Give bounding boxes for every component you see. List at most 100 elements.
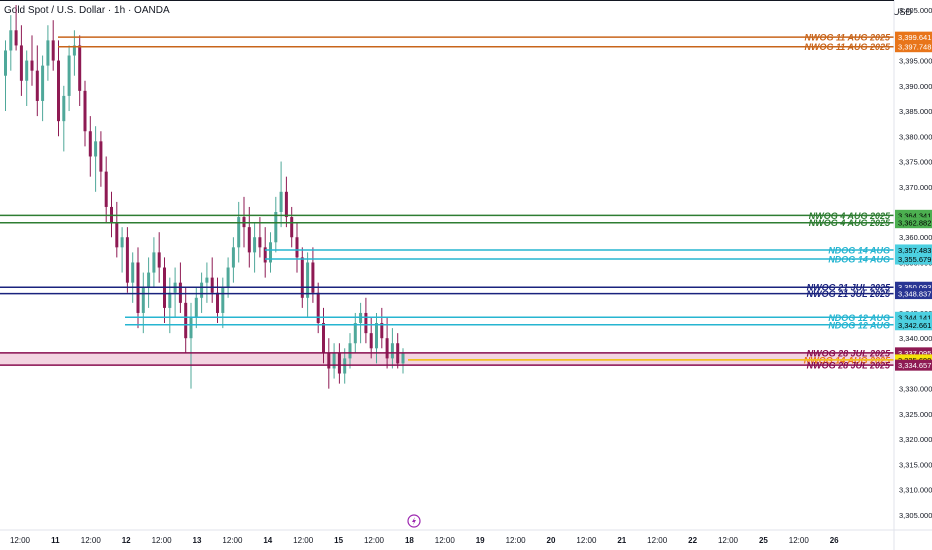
price-tag: 3,342.661 xyxy=(895,319,932,331)
candle xyxy=(364,297,368,344)
svg-text:3,355.679: 3,355.679 xyxy=(898,255,931,264)
x-tick-label: 20 xyxy=(547,536,556,545)
svg-text:3,364.341: 3,364.341 xyxy=(898,211,931,220)
candle xyxy=(401,348,405,374)
x-tick-label: 26 xyxy=(830,536,839,545)
price-tag: 3,357.483 xyxy=(895,244,932,256)
candle xyxy=(205,262,209,303)
time-axis[interactable]: 12:00 11 12:00 12 12:00 13 12:00 14 12:00 15 12:00… xyxy=(10,536,839,545)
candle xyxy=(25,50,29,106)
x-tick-label: 12:00 xyxy=(647,536,668,545)
x-tick-label: 12:00 xyxy=(10,536,31,545)
level-label: NWOG 4 AUG 2025 xyxy=(809,218,891,228)
candle xyxy=(375,312,378,364)
candle xyxy=(263,227,267,278)
lightning-icon[interactable] xyxy=(407,514,421,528)
y-tick-label: 3,395.000 xyxy=(899,57,932,66)
x-tick-label: 12:00 xyxy=(576,536,597,545)
level-9: NDOG 12 AUG xyxy=(125,320,894,330)
y-tick-label: 3,325.000 xyxy=(899,410,932,419)
candle xyxy=(4,40,7,112)
candle xyxy=(189,302,193,389)
y-tick-label: 3,315.000 xyxy=(899,460,932,469)
candle xyxy=(247,206,251,268)
candle xyxy=(67,45,71,112)
price-tag: 3,350.093 xyxy=(895,281,932,293)
x-tick-label: 18 xyxy=(405,536,414,545)
candle xyxy=(173,267,177,318)
candle xyxy=(30,35,34,86)
candle xyxy=(385,318,389,369)
candle xyxy=(104,156,108,223)
candle xyxy=(120,227,124,273)
svg-text:3,342.661: 3,342.661 xyxy=(898,321,931,330)
candle xyxy=(353,312,357,354)
level-4: NDOG 14 AUG xyxy=(265,245,894,255)
price-tag: 3,397.748 xyxy=(895,41,932,53)
level-label: NWOG 21 JUL 2025 xyxy=(807,289,891,299)
svg-text:3,337.095: 3,337.095 xyxy=(898,349,931,358)
candle xyxy=(337,343,341,384)
level-label: NDOG 12 AUG xyxy=(828,313,890,323)
x-tick-label: 12 xyxy=(122,536,131,545)
candle xyxy=(311,247,315,303)
level-label: NDOG 12 AUG xyxy=(828,320,890,330)
candle xyxy=(359,302,363,344)
candle xyxy=(284,176,288,228)
level-1: NWOG 11 AUG 2025 xyxy=(58,42,894,52)
candle xyxy=(94,126,98,192)
price-tag: 3,399.641 xyxy=(895,31,932,43)
x-tick-label: 11 xyxy=(51,536,60,545)
candle xyxy=(295,222,299,273)
x-tick-label: 14 xyxy=(263,536,272,545)
svg-text:3,344.141: 3,344.141 xyxy=(898,313,931,322)
candle xyxy=(131,252,135,303)
candle xyxy=(51,20,55,71)
x-tick-label: 12:00 xyxy=(222,536,243,545)
candle xyxy=(41,55,45,122)
level-5: NDOG 14 AUG xyxy=(265,255,894,265)
price-tag: 3,364.341 xyxy=(895,209,932,221)
candle xyxy=(210,257,214,303)
candle xyxy=(216,277,219,324)
candle xyxy=(19,25,23,96)
x-tick-label: 21 xyxy=(617,536,626,545)
level-label: NWOG 28 JUL 2025 xyxy=(807,348,891,358)
candle xyxy=(396,333,400,369)
x-tick-label: 12:00 xyxy=(506,536,527,545)
price-tag: 3,362.882 xyxy=(895,217,932,229)
y-tick-label: 3,390.000 xyxy=(899,82,932,91)
candle xyxy=(269,232,272,273)
candle xyxy=(380,307,384,349)
candle xyxy=(200,272,204,313)
currency-label: USD xyxy=(892,7,912,17)
candle xyxy=(115,201,119,258)
y-tick-label: 3,405.000 xyxy=(899,6,932,15)
x-tick-label: 25 xyxy=(759,536,768,545)
candle xyxy=(99,131,103,187)
candle xyxy=(332,343,336,379)
candle xyxy=(157,232,161,283)
x-tick-label: 12:00 xyxy=(789,536,810,545)
price-tag: 3,355.679 xyxy=(895,253,932,265)
level-label: NDOG 14 AUG xyxy=(828,255,890,265)
candle xyxy=(88,116,92,177)
level-label: NDOG 14 AUG xyxy=(828,245,890,255)
price-tag: 3,337.095 xyxy=(895,347,932,359)
svg-text:3,399.641: 3,399.641 xyxy=(898,33,931,42)
price-tag: 3,334.657 xyxy=(895,359,932,371)
level-13: NWOG 28 JUL 2025 xyxy=(0,361,894,371)
candle xyxy=(231,237,235,283)
zone-layer xyxy=(0,352,894,366)
candle xyxy=(221,277,225,329)
level-0: NWOG 11 AUG 2025 xyxy=(58,33,894,43)
candle xyxy=(46,25,50,81)
level-8: NDOG 12 AUG xyxy=(125,313,894,323)
candle xyxy=(279,161,283,228)
candle xyxy=(9,15,13,71)
y-tick-label: 3,305.000 xyxy=(899,511,932,520)
y-tick-label: 3,375.000 xyxy=(899,158,932,167)
candle xyxy=(226,257,230,298)
